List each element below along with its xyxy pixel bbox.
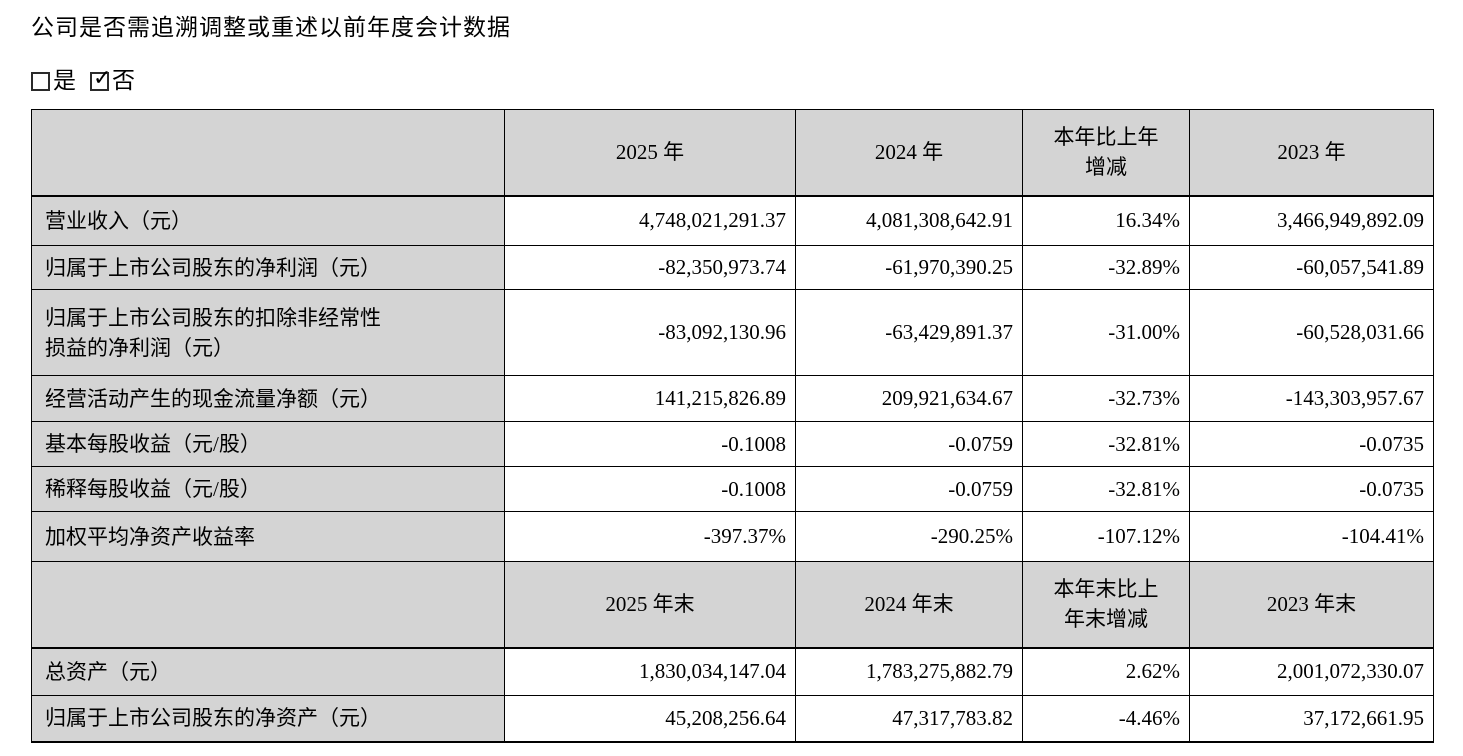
row-label: 总资产（元）	[31, 647, 505, 696]
value-2023: 37,172,661.95	[1189, 695, 1434, 742]
table-row-operating-cash-flow: 经营活动产生的现金流量净额（元） 141,215,826.89 209,921,…	[31, 375, 1434, 422]
row-label: 加权平均净资产收益率	[31, 511, 505, 562]
value-2023: 3,466,949,892.09	[1189, 195, 1434, 246]
row-label: 归属于上市公司股东的扣除非经常性 损益的净利润（元）	[31, 289, 505, 376]
value-2024: 4,081,308,642.91	[795, 195, 1023, 246]
value-2025: 1,830,034,147.04	[504, 647, 796, 696]
header-2024-end: 2024 年末	[795, 561, 1023, 649]
value-2025: -83,092,130.96	[504, 289, 796, 376]
restatement-options: 是 ✓ 否	[31, 67, 1433, 94]
value-change: -31.00%	[1022, 289, 1190, 376]
table-row-total-assets: 总资产（元） 1,830,034,147.04 1,783,275,882.79…	[31, 647, 1434, 696]
checkbox-no-checked[interactable]: ✓	[90, 67, 111, 91]
value-change: -107.12%	[1022, 511, 1190, 562]
table-row-net-assets: 归属于上市公司股东的净资产（元） 45,208,256.64 47,317,78…	[31, 695, 1434, 742]
row-label: 营业收入（元）	[31, 195, 505, 246]
value-change: -32.81%	[1022, 421, 1190, 467]
header-2023: 2023 年	[1189, 109, 1434, 197]
value-change: 16.34%	[1022, 195, 1190, 246]
table-header-annual: 2025 年 2024 年 本年比上年 增减 2023 年	[31, 109, 1434, 197]
value-2024: 1,783,275,882.79	[795, 647, 1023, 696]
option-no-label: 否	[112, 68, 135, 93]
value-2024: 47,317,783.82	[795, 695, 1023, 742]
value-2024: -61,970,390.25	[795, 245, 1023, 290]
value-2023: 2,001,072,330.07	[1189, 647, 1434, 696]
table-header-year-end: 2025 年末 2024 年末 本年末比上 年末增减 2023 年末	[31, 561, 1434, 649]
value-2024: -0.0759	[795, 421, 1023, 467]
value-2023: -104.41%	[1189, 511, 1434, 562]
value-2025: -0.1008	[504, 421, 796, 467]
restatement-question-text: 公司是否需追溯调整或重述以前年度会计数据	[31, 15, 511, 40]
header-2023-end: 2023 年末	[1189, 561, 1434, 649]
value-2025: -397.37%	[504, 511, 796, 562]
value-2023: -0.0735	[1189, 421, 1434, 467]
value-2024: -63,429,891.37	[795, 289, 1023, 376]
option-no: ✓ 否	[90, 67, 135, 94]
row-label: 稀释每股收益（元/股）	[31, 466, 505, 512]
value-change: -32.73%	[1022, 375, 1190, 422]
table-row-net-profit: 归属于上市公司股东的净利润（元） -82,350,973.74 -61,970,…	[31, 245, 1434, 290]
value-2023: -0.0735	[1189, 466, 1434, 512]
value-change: -32.81%	[1022, 466, 1190, 512]
value-2023: -143,303,957.67	[1189, 375, 1434, 422]
value-change: 2.62%	[1022, 647, 1190, 696]
header-2024: 2024 年	[795, 109, 1023, 197]
value-change: -4.46%	[1022, 695, 1190, 742]
header-empty-cell	[31, 109, 505, 197]
table-row-net-profit-excl-nonrecurring: 归属于上市公司股东的扣除非经常性 损益的净利润（元） -83,092,130.9…	[31, 289, 1434, 376]
value-2025: 45,208,256.64	[504, 695, 796, 742]
header-empty-cell	[31, 561, 505, 649]
table-row-basic-eps: 基本每股收益（元/股） -0.1008 -0.0759 -32.81% -0.0…	[31, 421, 1434, 467]
header-year-end-change: 本年末比上 年末增减	[1022, 561, 1190, 649]
value-2025: 4,748,021,291.37	[504, 195, 796, 246]
value-2024: 209,921,634.67	[795, 375, 1023, 422]
check-icon: ✓	[93, 65, 112, 91]
header-2025: 2025 年	[504, 109, 796, 197]
table-row-diluted-eps: 稀释每股收益（元/股） -0.1008 -0.0759 -32.81% -0.0…	[31, 466, 1434, 512]
row-label: 归属于上市公司股东的净资产（元）	[31, 695, 505, 742]
table-row-revenue: 营业收入（元） 4,748,021,291.37 4,081,308,642.9…	[31, 195, 1434, 246]
value-2024: -0.0759	[795, 466, 1023, 512]
table-row-weighted-avg-roe: 加权平均净资产收益率 -397.37% -290.25% -107.12% -1…	[31, 511, 1434, 562]
value-2024: -290.25%	[795, 511, 1023, 562]
value-change: -32.89%	[1022, 245, 1190, 290]
row-label: 基本每股收益（元/股）	[31, 421, 505, 467]
value-2023: -60,528,031.66	[1189, 289, 1434, 376]
checkbox-yes-unchecked[interactable]	[31, 71, 50, 91]
key-financials-table: 2025 年 2024 年 本年比上年 增减 2023 年 营业收入（元） 4,…	[31, 109, 1434, 743]
header-yoy-change: 本年比上年 增减	[1022, 109, 1190, 197]
row-label: 经营活动产生的现金流量净额（元）	[31, 375, 505, 422]
value-2025: -82,350,973.74	[504, 245, 796, 290]
value-2025: 141,215,826.89	[504, 375, 796, 422]
option-yes-label: 是	[53, 68, 76, 93]
row-label: 归属于上市公司股东的净利润（元）	[31, 245, 505, 290]
value-2023: -60,057,541.89	[1189, 245, 1434, 290]
header-2025-end: 2025 年末	[504, 561, 796, 649]
option-yes: 是	[31, 68, 76, 94]
value-2025: -0.1008	[504, 466, 796, 512]
